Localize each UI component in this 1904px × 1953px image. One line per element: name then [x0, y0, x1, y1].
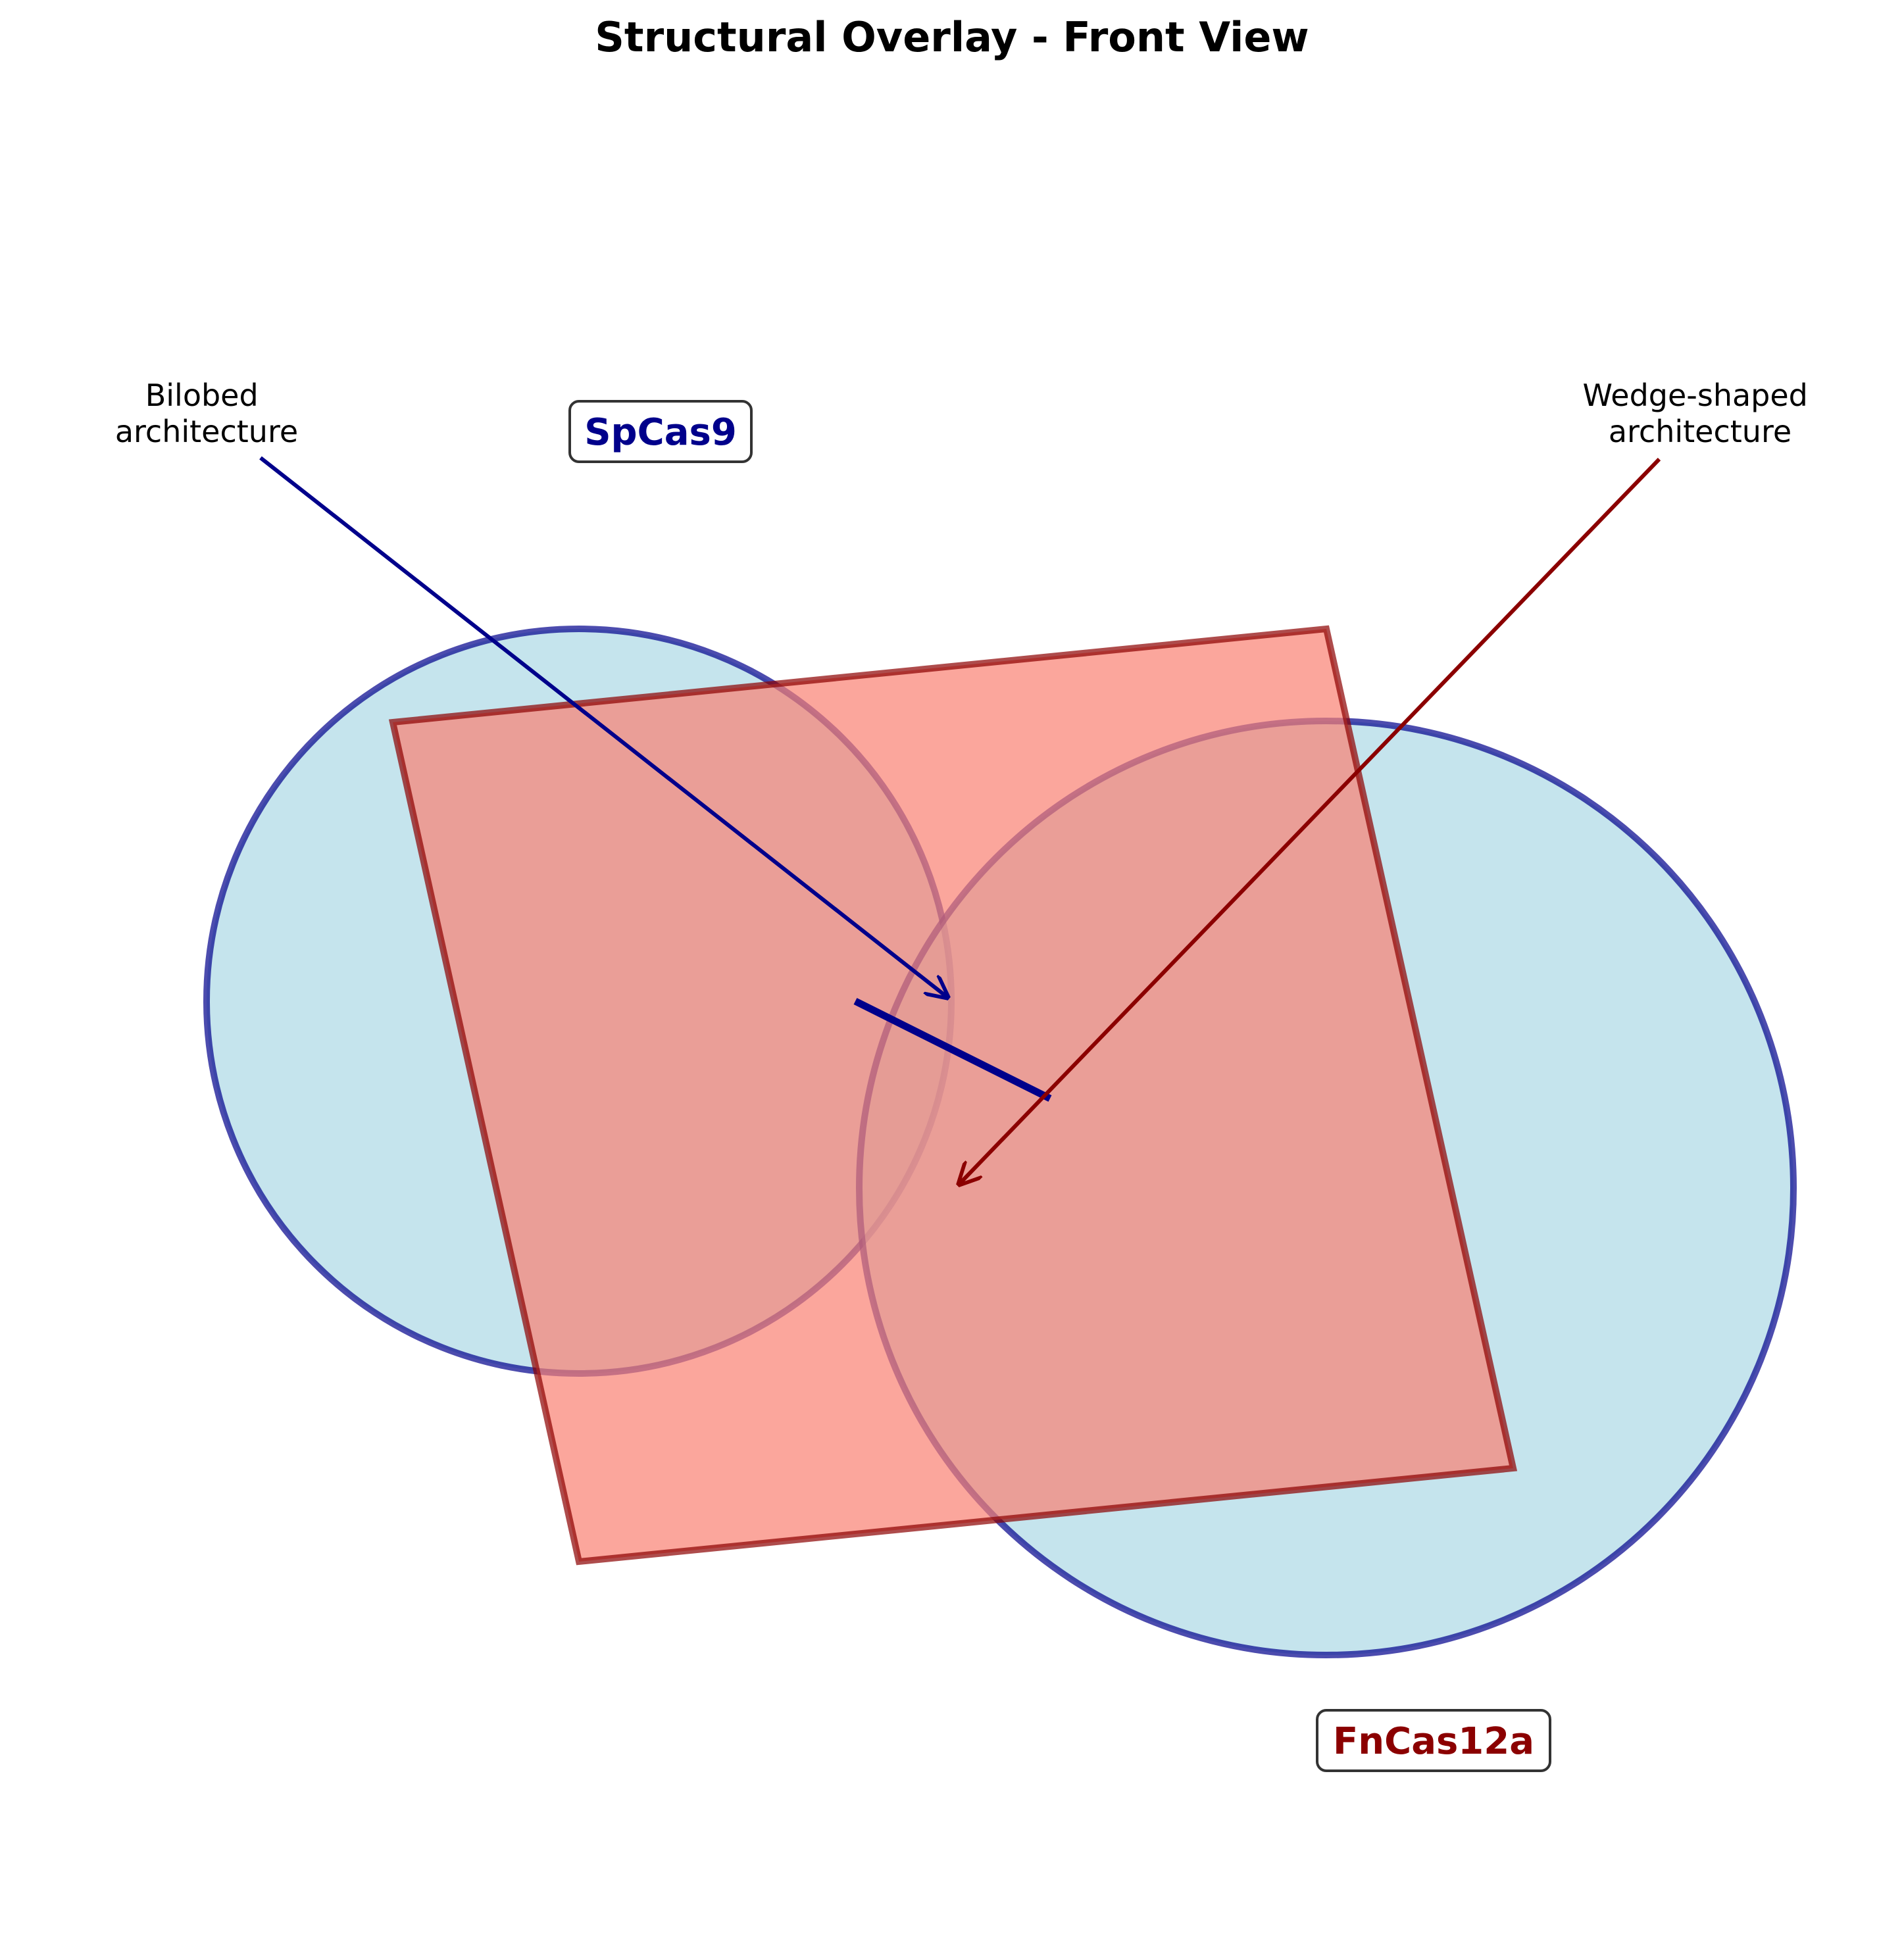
fncas12a-label: FnCas12a [1316, 1709, 1551, 1772]
fncas12a-wedge [388, 625, 1518, 1566]
wedge-annotation-line2: architecture [1609, 414, 1791, 449]
figure-title: Structural Overlay - Front View [595, 13, 1309, 61]
wedge-annotation: Wedge-shaped architecture [1582, 378, 1817, 449]
bilobed-annotation-line1: Bilobed [145, 378, 259, 413]
wedge-arrow [959, 457, 1661, 1184]
bilobed-annotation-line2: architecture [115, 414, 298, 449]
spcas9-label: SpCas9 [568, 400, 753, 463]
fncas12a-label-box [1316, 1709, 1551, 1772]
bilobed-arrow [259, 456, 947, 997]
spcas9-label-box [568, 400, 753, 463]
wedge-annotation-line1: Wedge-shaped [1582, 378, 1807, 413]
spcas9-label-text: SpCas9 [584, 411, 737, 454]
fncas12a-label-text: FnCas12a [1333, 1720, 1534, 1763]
bilobed-annotation: Bilobed architecture [115, 378, 298, 449]
bridge-helix [853, 998, 1052, 1102]
